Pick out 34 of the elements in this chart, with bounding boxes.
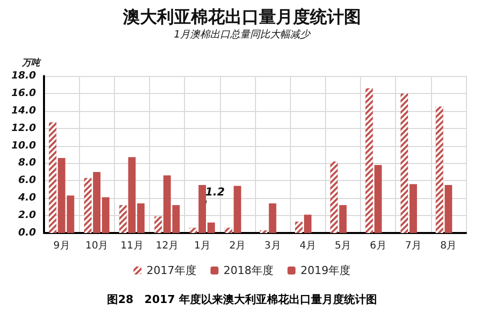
- legend-label: 2017年度: [146, 264, 197, 277]
- x-tick-label: 1月: [194, 240, 210, 252]
- x-tick-label: 7月: [405, 240, 422, 252]
- y-tick-label: 12.0: [11, 122, 36, 134]
- y-tick-label: 0.0: [18, 228, 36, 238]
- y-tick-label: 8.0: [18, 158, 36, 169]
- x-tick-label: 10月: [85, 240, 108, 252]
- bar: [66, 195, 74, 233]
- x-tick-label: 11月: [120, 240, 144, 252]
- legend-label: 2019年度: [300, 264, 350, 277]
- x-tick-label: 12月: [156, 240, 178, 252]
- y-axis-title: 万吨: [21, 58, 42, 68]
- caption: 图28 2017 年度以来澳大利亚棉花出口量月度统计图: [107, 293, 377, 306]
- y-tick-label: 18.0: [11, 70, 36, 82]
- x-tick-label: 4月: [300, 240, 316, 252]
- x-tick-label: 8月: [440, 240, 457, 252]
- bar: [137, 203, 145, 233]
- y-tick-label: 16.0: [11, 88, 36, 99]
- bar: [172, 205, 180, 233]
- chart-title: 澳大利亚棉花出口量月度统计图: [122, 8, 361, 28]
- y-tick-label: 10.0: [11, 140, 36, 152]
- bar: [102, 197, 110, 233]
- y-tick-label: 6.0: [18, 175, 36, 186]
- y-tick-label: 14.0: [11, 105, 36, 116]
- bar: [207, 222, 215, 233]
- y-tick-label: 2.0: [18, 210, 36, 222]
- chart-subtitle: 1月澳棉出口总量同比大幅减少: [174, 28, 312, 40]
- x-tick-label: 9月: [53, 240, 70, 252]
- x-tick-label: 3月: [264, 240, 281, 252]
- x-tick-label: 2月: [229, 240, 246, 252]
- legend-label: 2018年度: [224, 264, 274, 277]
- y-tick-label: 4.0: [17, 192, 36, 204]
- x-tick-label: 5月: [334, 240, 352, 252]
- x-tick-label: 6月: [370, 240, 386, 252]
